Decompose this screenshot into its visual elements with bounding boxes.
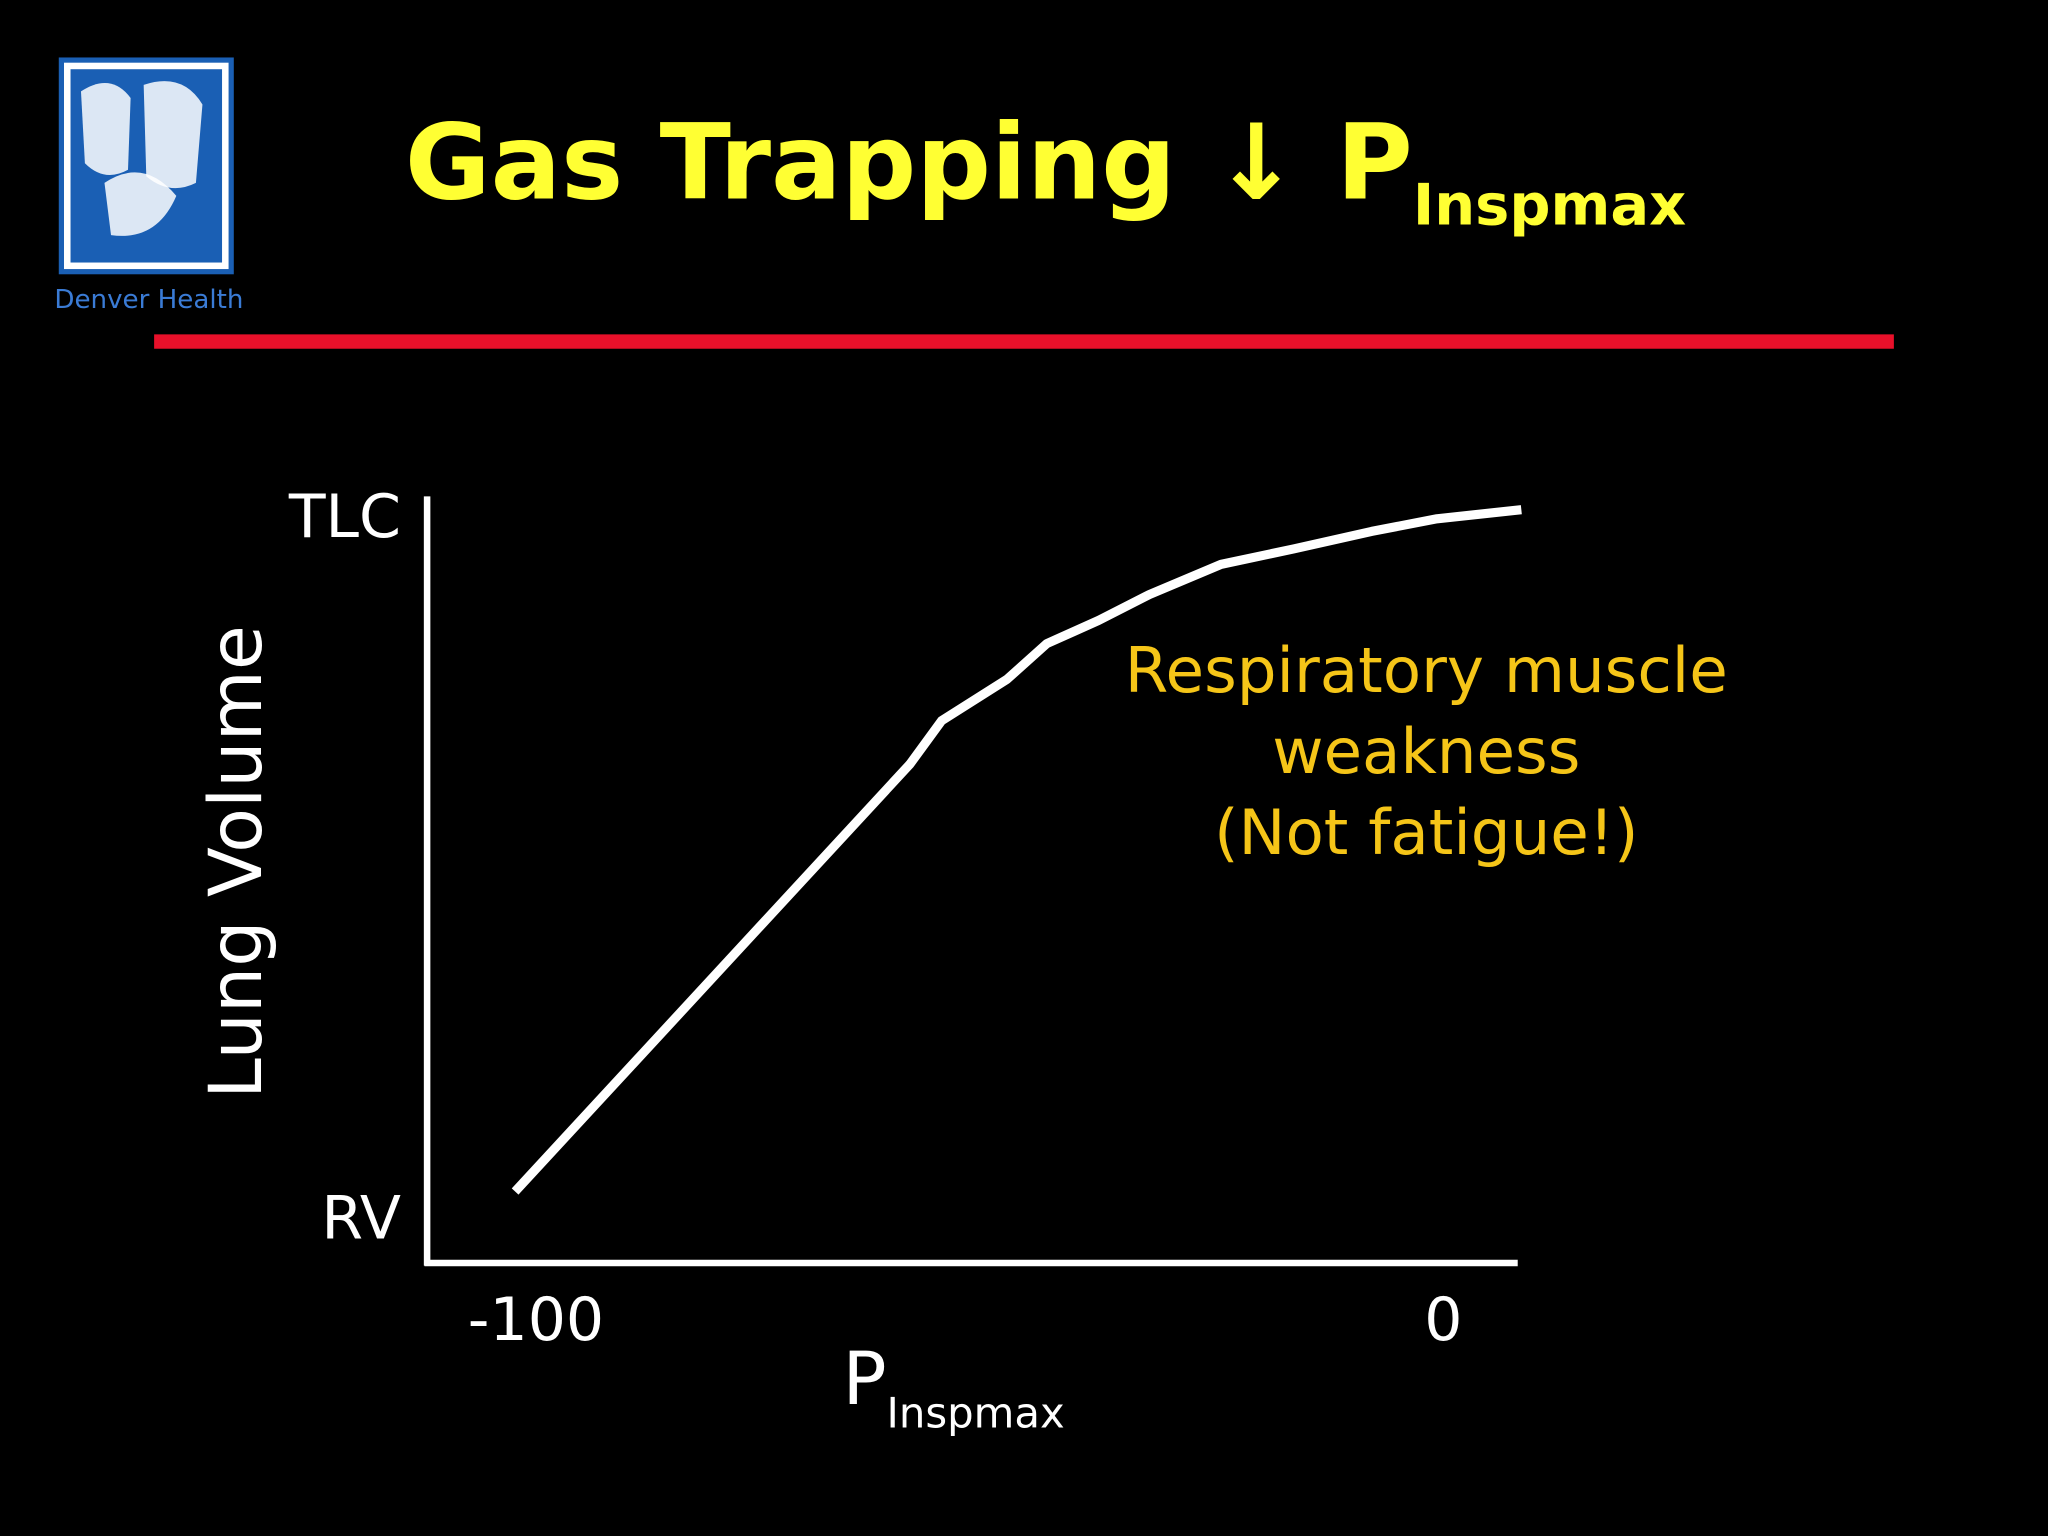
x-axis-label-main: P xyxy=(842,1337,886,1422)
y-tick-label: RV xyxy=(321,1183,401,1253)
logo-text: Denver Health xyxy=(54,285,243,315)
annotation-line: weakness xyxy=(1272,715,1580,788)
x-axis-label: PInspmax xyxy=(842,1337,1064,1438)
title: Gas Trapping ↓ PInspmax xyxy=(405,102,1686,239)
logo-face xyxy=(143,81,203,189)
logo-face xyxy=(80,83,131,176)
y-tick-label: TLC xyxy=(288,482,401,552)
y-axis-label: Lung Volume xyxy=(194,625,279,1099)
title-main: Gas Trapping ↓ P xyxy=(405,102,1413,224)
line xyxy=(511,505,1522,1195)
title-subscript: Inspmax xyxy=(1413,172,1686,239)
x-axis-label-subscript: Inspmax xyxy=(887,1389,1065,1438)
logo-child xyxy=(104,172,177,236)
logo: Denver Health xyxy=(54,57,243,315)
x-tick-label: -100 xyxy=(468,1285,604,1355)
annotation-line: (Not fatigue!) xyxy=(1214,796,1638,869)
annotation: Respiratory muscle weakness (Not fatigue!) xyxy=(1125,634,1728,869)
annotation-line: Respiratory muscle xyxy=(1125,634,1728,707)
x-tick-label: 0 xyxy=(1424,1285,1462,1355)
divider xyxy=(154,334,1894,349)
